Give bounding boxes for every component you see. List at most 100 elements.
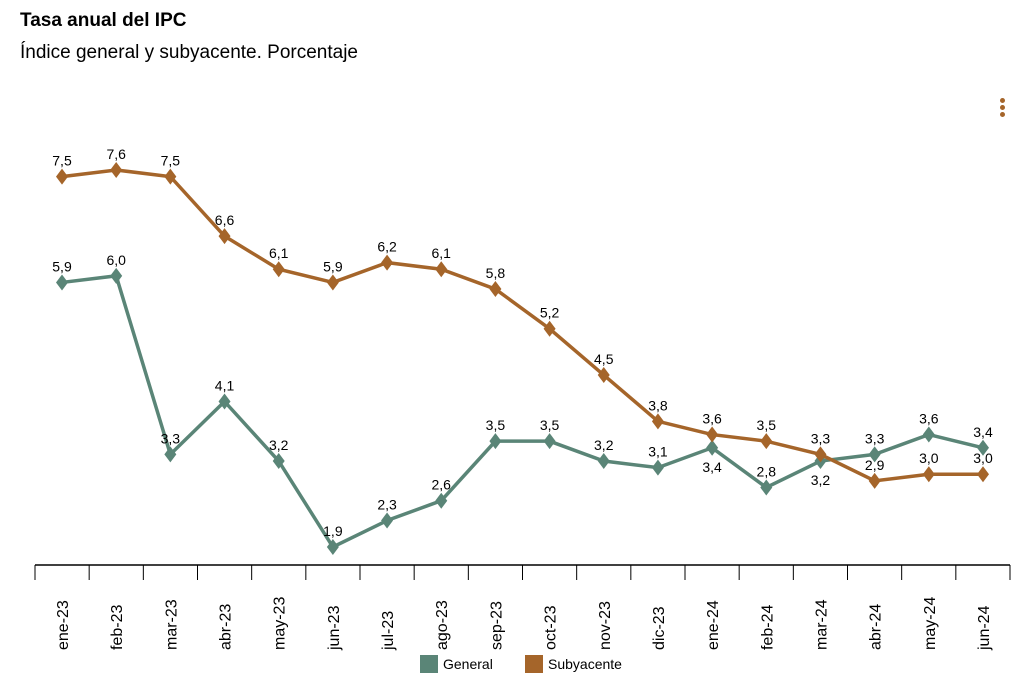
data-point-subyacente[interactable] (651, 413, 664, 430)
legend-swatch-general (420, 655, 438, 673)
x-tick-label: feb-23 (109, 605, 126, 650)
data-label: 6,6 (215, 212, 235, 228)
data-point-general[interactable] (435, 492, 448, 509)
data-point-subyacente[interactable] (110, 162, 123, 179)
data-point-subyacente[interactable] (922, 466, 935, 483)
data-label: 7,6 (106, 146, 126, 162)
x-tick-label: ago-23 (434, 600, 451, 650)
data-label: 2,8 (757, 463, 777, 479)
data-label: 3,2 (811, 472, 831, 488)
data-point-subyacente[interactable] (435, 261, 448, 278)
data-point-subyacente[interactable] (543, 320, 556, 337)
data-label: 3,2 (594, 437, 614, 453)
data-point-general[interactable] (381, 512, 394, 529)
series-line-subyacente (61, 168, 983, 483)
x-tick-label: ene-24 (705, 600, 722, 650)
data-label: 3,4 (702, 459, 722, 475)
legend-item-subyacente[interactable]: Subyacente (525, 655, 622, 673)
data-point-general[interactable] (922, 426, 935, 443)
legend-item-general[interactable]: General (420, 655, 493, 673)
data-label: 5,2 (540, 305, 560, 321)
data-point-general[interactable] (164, 446, 177, 463)
data-label: 3,5 (486, 417, 506, 433)
x-tick-label: nov-23 (597, 601, 614, 650)
x-tick-label: jul-23 (380, 611, 397, 651)
data-point-subyacente[interactable] (326, 274, 339, 291)
data-label: 6,2 (377, 239, 397, 255)
x-tick-label: jun-23 (326, 605, 343, 651)
x-tick-label: feb-24 (759, 605, 776, 650)
data-point-subyacente[interactable] (868, 472, 881, 489)
data-point-subyacente[interactable] (56, 168, 68, 185)
data-point-general[interactable] (597, 453, 610, 470)
data-label: 6,1 (432, 245, 452, 261)
data-label: 4,5 (594, 351, 614, 367)
chart-title: Tasa anual del IPC (20, 10, 187, 31)
data-label: 3,3 (161, 430, 181, 446)
data-point-subyacente[interactable] (706, 426, 719, 443)
data-point-general[interactable] (868, 446, 881, 463)
x-tick-label: mar-23 (163, 599, 180, 650)
legend-label-general: General (443, 656, 493, 672)
data-point-subyacente[interactable] (381, 254, 394, 271)
data-point-general[interactable] (489, 433, 502, 450)
data-point-subyacente[interactable] (272, 261, 285, 278)
data-point-subyacente[interactable] (164, 168, 177, 185)
data-point-general[interactable] (326, 539, 339, 555)
data-point-subyacente[interactable] (814, 446, 827, 463)
data-label: 3,3 (811, 430, 831, 446)
data-label: 3,5 (757, 417, 777, 433)
x-tick-label: ene-23 (55, 600, 72, 650)
data-label: 3,4 (973, 424, 993, 440)
data-label: 3,8 (648, 397, 668, 413)
data-point-subyacente[interactable] (597, 367, 610, 384)
data-label: 2,3 (377, 497, 397, 513)
data-label: 3,2 (269, 437, 289, 453)
x-tick-label: dic-23 (651, 606, 668, 650)
legend-swatch-subyacente (525, 655, 543, 673)
data-label: 3,0 (973, 450, 993, 466)
data-label: 7,5 (161, 153, 181, 169)
data-point-general[interactable] (56, 274, 68, 291)
x-tick-label: abr-23 (218, 604, 235, 650)
data-label: 3,3 (865, 430, 885, 446)
data-label: 5,9 (323, 258, 343, 274)
data-point-general[interactable] (218, 393, 231, 410)
data-point-general[interactable] (706, 439, 719, 456)
data-point-general[interactable] (272, 453, 285, 470)
data-point-subyacente[interactable] (977, 466, 989, 483)
data-label: 2,6 (432, 477, 452, 493)
data-label: 6,0 (106, 252, 126, 268)
data-label: 3,6 (919, 411, 939, 427)
data-point-general[interactable] (110, 267, 123, 284)
data-label: 7,5 (52, 153, 72, 169)
data-label: 6,1 (269, 245, 289, 261)
data-point-general[interactable] (760, 479, 773, 496)
data-label: 2,9 (865, 457, 885, 473)
data-label: 5,8 (486, 265, 506, 281)
data-point-general[interactable] (977, 439, 989, 456)
data-label: 3,6 (702, 411, 722, 427)
x-tick-label: sep-23 (488, 601, 505, 650)
data-label: 5,9 (52, 258, 72, 274)
legend-label-subyacente: Subyacente (548, 656, 622, 672)
data-label: 4,1 (215, 377, 235, 393)
vertical-dots-icon[interactable] (998, 98, 1008, 122)
x-tick-label: mar-24 (813, 599, 830, 650)
data-point-subyacente[interactable] (760, 433, 773, 450)
data-point-general[interactable] (543, 433, 556, 450)
x-tick-label: jun-24 (976, 605, 993, 651)
data-point-subyacente[interactable] (218, 228, 231, 245)
chart-subtitle: Índice general y subyacente. Porcentaje (20, 42, 358, 63)
data-label: 3,1 (648, 444, 668, 460)
x-tick-label: may-24 (922, 597, 939, 650)
data-point-general[interactable] (651, 459, 664, 476)
data-label: 3,0 (919, 450, 939, 466)
data-label: 3,5 (540, 417, 560, 433)
data-point-subyacente[interactable] (489, 281, 502, 298)
x-tick-label: may-23 (272, 597, 289, 650)
x-tick-label: abr-24 (868, 604, 885, 650)
series-line-general (61, 273, 984, 550)
x-tick-label: oct-23 (543, 605, 560, 650)
